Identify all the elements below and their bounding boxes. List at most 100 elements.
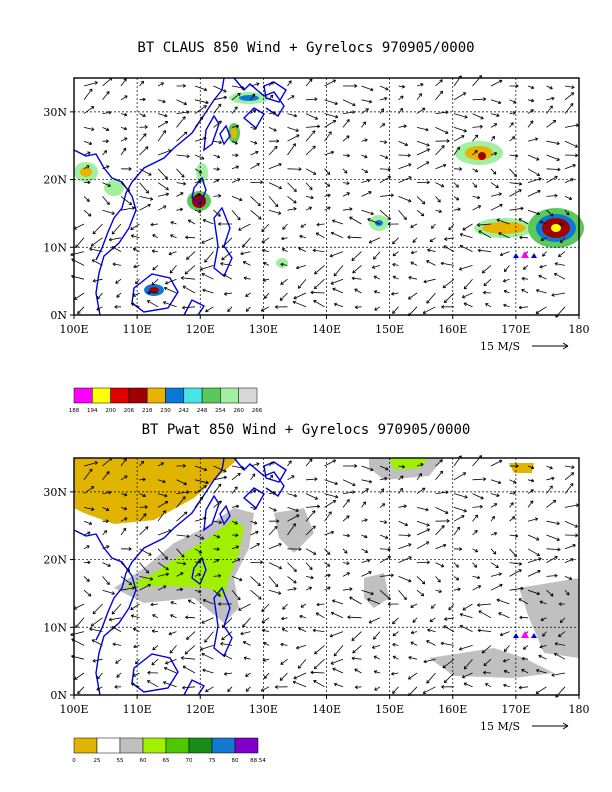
wind-arrow [243,261,251,266]
wind-arrow [416,196,426,205]
x-tick-label: 110E [123,323,152,336]
wind-arrow [408,276,418,280]
wind-arrowhead [163,681,167,685]
wind-arrowhead [223,469,227,473]
wind-arrowhead [186,110,190,115]
wind-arrow [477,223,492,226]
wind-arrowhead [315,612,320,616]
wind-arrowhead [185,235,189,240]
wind-arrow [181,277,196,280]
wind-arrowhead [130,682,135,687]
wind-arrow [546,589,554,597]
wind-arrowhead [477,585,482,589]
wind-arrow [250,83,260,87]
wind-arrow [490,182,499,188]
wind-arrow [435,544,447,550]
wind-arrowhead [256,82,260,87]
wind-arrow [332,599,344,605]
wind-arrow [314,265,325,275]
wind-arrow [147,300,159,308]
wind-arrow [416,487,426,494]
wind-arrowhead [205,480,209,485]
wind-arrow [379,140,387,143]
colorbar-label: 65 [163,758,170,764]
wind-arrow [564,178,574,183]
wind-arrowhead [124,137,128,141]
wind-arrowhead [551,293,555,297]
wind-arrowhead [542,633,546,637]
wind-arrow [70,631,85,636]
wind-arrowhead [255,150,259,155]
wind-arrowhead [364,534,368,539]
wind-arrow [102,111,112,114]
wind-arrowhead [242,243,246,248]
wind-arrow [379,520,387,523]
wind-arrow [204,631,214,643]
wind-arrow [91,259,103,266]
wind-arrow [435,525,445,536]
wind-arrowhead [147,680,151,684]
wind-arrowhead [221,256,225,261]
wind-arrow [102,562,111,567]
wind-arrow [509,502,514,508]
wind-arrow [410,251,418,254]
wind-arrow [231,106,238,114]
wind-arrowhead [456,526,460,531]
wind-arrowhead [511,136,516,140]
wind-arrow [305,505,320,508]
wind-arrow [176,491,190,494]
wind-arrowhead [182,116,186,120]
wind-arrowhead [204,259,208,263]
wind-arrowhead [186,490,190,495]
wind-arrowhead [549,105,553,109]
wind-arrowhead [281,236,285,241]
wind-arrow [287,134,300,142]
wind-arrow [83,106,95,114]
wind-arrow [120,137,128,142]
wind-arrow [361,488,369,494]
wind-arrowhead [371,645,376,649]
wind-arrowhead [373,636,377,640]
wind-arrowhead [539,264,543,269]
wind-arrowhead [346,533,350,538]
wind-arrowhead [496,493,500,498]
colorbar-swatch [201,387,221,404]
wind-arrow [213,465,227,473]
wind-arrowhead [570,558,574,562]
wind-arrow [324,120,336,128]
wind-arrowhead [87,213,92,217]
wind-arrowhead [218,120,222,125]
wind-arrow [139,168,152,176]
wind-arrow [287,514,300,522]
wind-arrow [564,472,575,481]
x-tick-label: 160E [438,703,467,716]
wind-arrow [564,140,578,148]
wind-arrow [416,93,422,101]
wind-arrowhead [329,633,334,638]
wind-arrow [227,306,233,312]
wind-arrowhead [131,586,136,590]
wind-arrow [188,219,196,225]
wind-arrowhead [70,252,74,257]
wind-arrowhead [403,596,407,601]
wind-arrow [213,154,220,158]
wind-arrowhead [87,560,91,565]
wind-arrowhead [135,660,139,665]
wind-arrow [157,479,166,483]
wind-arrowhead [403,504,407,509]
wind-arrow [231,520,238,525]
wind-arrow [472,514,479,522]
wind-arrowhead [326,183,331,187]
wind-arrowhead [124,475,128,479]
colorbar-label: 248 [197,408,208,414]
x-tick-label: 170E [501,323,530,336]
wind-arrowhead [496,218,500,223]
wind-arrowhead [92,658,96,663]
wind-arrowhead [552,119,557,124]
wind-arrow [416,463,424,467]
wind-arrow [527,465,535,469]
wind-arrow [139,98,146,101]
wind-arrowhead [126,568,130,572]
wind-arrowhead [257,202,261,207]
wind-arrowhead [392,262,396,267]
